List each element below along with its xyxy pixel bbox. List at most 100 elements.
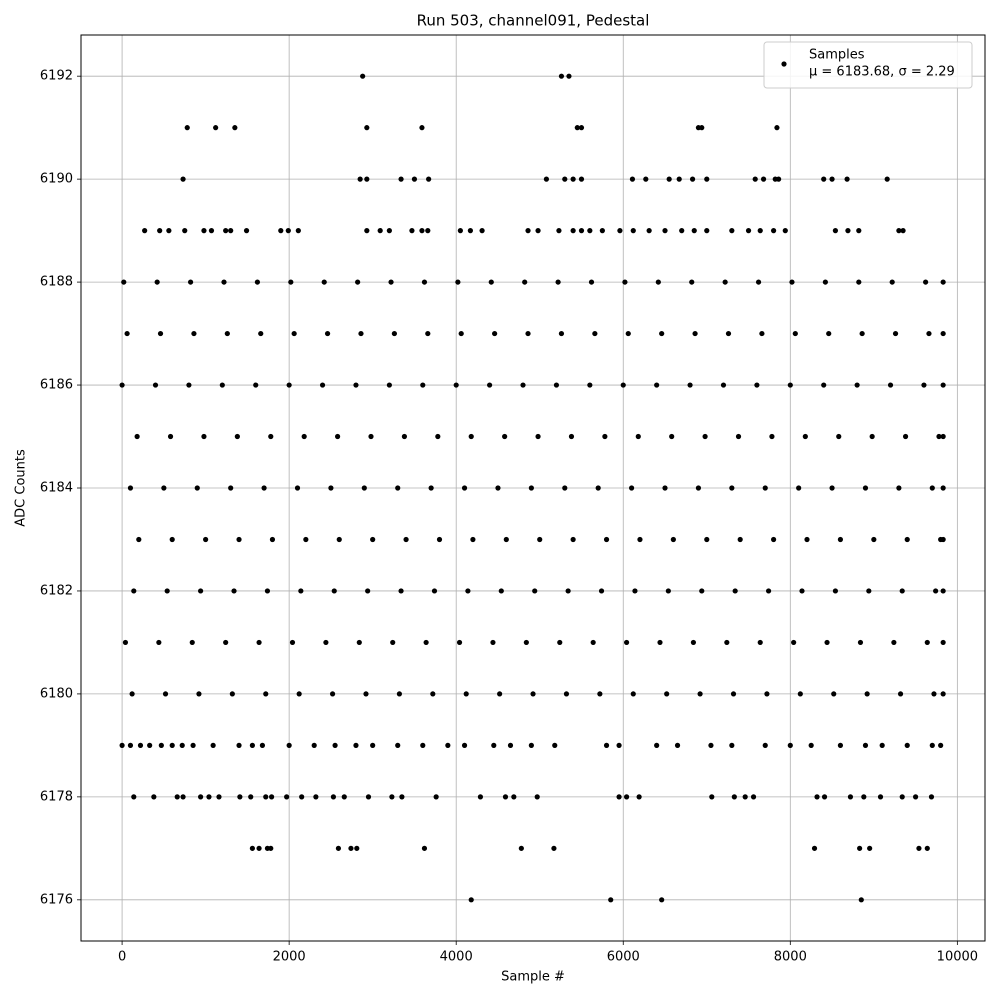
point <box>357 176 363 182</box>
point <box>201 433 207 440</box>
point <box>532 588 538 594</box>
point <box>760 176 767 182</box>
point <box>174 794 180 800</box>
point <box>461 742 468 748</box>
point <box>386 228 392 234</box>
point <box>467 228 473 234</box>
point <box>665 588 671 594</box>
point <box>122 639 129 646</box>
point <box>821 794 828 800</box>
point <box>896 228 902 234</box>
point <box>119 382 125 388</box>
point <box>936 433 942 440</box>
point <box>856 228 862 234</box>
point <box>198 794 204 800</box>
point <box>430 691 436 697</box>
point <box>294 485 301 491</box>
point <box>523 639 529 646</box>
y-tick-label: 6180 <box>40 686 73 701</box>
point <box>228 228 234 234</box>
point <box>924 639 930 646</box>
point <box>814 794 820 800</box>
point <box>902 433 909 440</box>
point <box>336 536 342 543</box>
point <box>468 897 474 903</box>
point <box>687 382 693 388</box>
point <box>792 330 798 337</box>
point <box>879 742 885 748</box>
point <box>286 382 292 388</box>
point <box>502 433 508 440</box>
point <box>377 228 383 234</box>
point <box>940 639 946 646</box>
point <box>924 845 930 851</box>
point <box>491 742 497 748</box>
point <box>243 228 250 234</box>
point <box>702 433 708 440</box>
point <box>553 382 560 388</box>
point <box>341 794 347 800</box>
point <box>574 125 580 131</box>
point <box>899 588 905 594</box>
point <box>789 279 795 285</box>
point <box>829 176 835 182</box>
point <box>364 176 370 182</box>
y-tick-label: 6178 <box>40 789 73 804</box>
point <box>528 485 534 491</box>
point <box>837 536 844 543</box>
point <box>866 588 872 594</box>
point <box>231 588 237 594</box>
point <box>425 228 431 234</box>
point <box>180 176 186 182</box>
point <box>912 794 919 800</box>
point <box>867 845 873 851</box>
point <box>689 176 696 182</box>
point <box>525 228 531 234</box>
point <box>769 433 775 440</box>
point <box>764 691 770 697</box>
point <box>319 382 326 388</box>
point <box>822 279 828 285</box>
point <box>329 691 336 697</box>
point <box>637 536 643 543</box>
point <box>837 742 844 748</box>
point <box>588 279 595 285</box>
point <box>151 794 157 800</box>
point <box>249 742 255 748</box>
point <box>303 536 309 543</box>
point <box>592 330 598 337</box>
point <box>757 228 763 234</box>
point <box>436 536 443 543</box>
point <box>354 845 360 851</box>
point <box>364 228 370 234</box>
point <box>787 742 793 748</box>
point <box>268 845 274 851</box>
point <box>398 176 404 182</box>
point <box>396 691 403 697</box>
point <box>887 382 894 388</box>
point <box>213 125 219 131</box>
point <box>923 279 929 285</box>
point <box>578 176 585 182</box>
point <box>899 794 905 800</box>
point <box>249 845 255 851</box>
point <box>709 794 715 800</box>
point <box>419 125 425 131</box>
point <box>889 279 895 285</box>
point <box>646 228 652 234</box>
point <box>617 228 623 234</box>
point <box>940 382 946 388</box>
point <box>699 125 705 131</box>
point <box>884 176 890 182</box>
point <box>198 588 204 594</box>
point <box>598 588 605 594</box>
point <box>487 382 493 388</box>
point <box>557 639 563 646</box>
point <box>189 639 195 646</box>
point <box>269 536 276 543</box>
point <box>797 691 803 697</box>
point <box>891 639 897 646</box>
y-tick-label: 6190 <box>40 172 73 187</box>
point <box>154 279 160 285</box>
